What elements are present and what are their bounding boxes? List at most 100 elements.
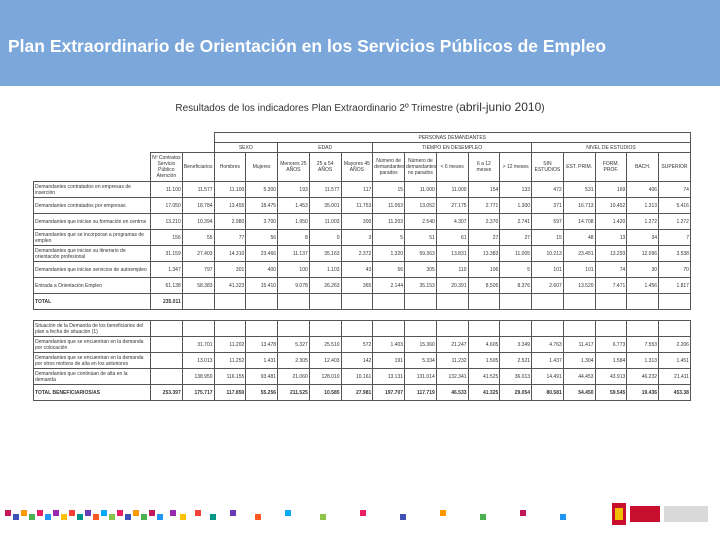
value-cell: 8	[277, 229, 310, 246]
value-cell	[213, 320, 247, 337]
value-cell: 11.252	[213, 352, 247, 369]
value-cell: 93.481	[245, 368, 279, 385]
value-cell: 1.272	[626, 213, 660, 230]
blank-cell	[34, 133, 215, 143]
value-cell	[658, 293, 691, 310]
value-cell: 11.203	[372, 213, 406, 230]
column-header: Beneficiarios	[181, 152, 215, 182]
value-cell	[150, 352, 183, 369]
value-cell: 23.466	[245, 245, 279, 262]
value-cell	[308, 293, 342, 310]
column-header: BACH.	[626, 152, 660, 182]
value-cell: 365	[340, 277, 374, 294]
value-cell: 1.584	[594, 352, 628, 369]
value-cell: 3.349	[499, 336, 533, 353]
header-row: Nº Contratos Servicio Público Atención Be…	[34, 152, 691, 182]
value-cell: 2.206	[658, 336, 691, 353]
value-cell: 56	[372, 261, 406, 278]
value-cell: 117.850	[213, 384, 247, 401]
value-cell: 2.370	[467, 213, 501, 230]
value-cell	[181, 293, 215, 310]
value-cell: 133	[499, 181, 533, 198]
value-cell: 2.305	[277, 352, 310, 369]
value-cell	[150, 336, 183, 353]
data-row: Demandantes que se incorporan a programa…	[33, 229, 691, 246]
value-cell	[404, 293, 437, 310]
group-name: TIEMPO EN DESEMPLEO	[372, 142, 533, 153]
value-cell: 19.436	[626, 384, 660, 401]
value-cell: 21.411	[658, 368, 691, 385]
value-cell: 131.014	[404, 368, 437, 385]
value-cell: 13.210	[150, 213, 183, 230]
value-cell: 138.950	[181, 368, 215, 385]
value-cell: 13.455	[213, 197, 247, 214]
value-cell: 31.159	[150, 245, 183, 262]
value-cell	[245, 293, 279, 310]
value-cell: 2.540	[404, 213, 437, 230]
value-cell: 30	[626, 261, 660, 278]
row-label: Entrada a Orientación Empleo	[33, 277, 151, 294]
value-cell: 1.437	[531, 352, 564, 369]
value-cell: 21.060	[277, 368, 310, 385]
value-cell	[499, 293, 533, 310]
column-header: Hombres	[213, 152, 247, 182]
column-header: Nº Contratos Servicio Público Atención	[150, 152, 183, 182]
column-header: EST. PRIM.	[562, 152, 596, 182]
value-cell: 12.403	[308, 352, 342, 369]
row-label: Demandantes que se encuentran en la dema…	[33, 336, 151, 353]
value-cell	[340, 293, 374, 310]
row-label: Demandantes contratados en empresas de i…	[33, 181, 151, 198]
value-cell: 1.304	[562, 352, 596, 369]
value-cell: 1.451	[658, 352, 691, 369]
value-cell: 15.360	[404, 336, 437, 353]
value-cell: 6.773	[594, 336, 628, 353]
row-label: Situación de la Demanda de los beneficia…	[33, 320, 151, 337]
value-cell: 74	[594, 261, 628, 278]
value-cell: 253.397	[150, 384, 183, 401]
value-cell	[531, 320, 564, 337]
value-cell	[340, 320, 374, 337]
value-cell: 2.521	[499, 352, 533, 369]
value-cell: 27	[499, 229, 533, 246]
row-label: Demandantes que inician su itinerario de…	[33, 245, 151, 262]
value-cell: 27	[467, 229, 501, 246]
value-cell: 8.505	[467, 277, 501, 294]
data-row: Demandantes que se encuentran en la dema…	[33, 336, 691, 353]
value-cell	[372, 320, 406, 337]
value-cell: 77	[213, 229, 247, 246]
column-header: FORM. PROF.	[594, 152, 628, 182]
value-cell: 197.707	[372, 384, 406, 401]
subtitle: Resultados de los indicadores Plan Extra…	[0, 100, 720, 114]
data-row: TOTAL BENEFICIARIOS/AS 253.397 175.717 117.…	[33, 384, 691, 401]
value-cell: 1.347	[150, 261, 183, 278]
value-cell: 54.450	[562, 384, 596, 401]
value-cell: 5.334	[404, 352, 437, 369]
value-cell: 5	[372, 229, 406, 246]
data-row: Demandantes que inician su itinerario de…	[33, 245, 691, 262]
value-cell: 61.138	[150, 277, 183, 294]
value-cell: 23.451	[562, 245, 596, 262]
value-cell: 11.577	[308, 181, 342, 198]
value-cell: 11.000	[435, 181, 469, 198]
value-cell: 27.981	[340, 384, 374, 401]
subtitle-period: abril-junio 2010	[459, 100, 542, 114]
value-cell: 5.416	[658, 197, 691, 214]
value-cell	[467, 293, 501, 310]
value-cell	[467, 320, 501, 337]
value-cell: 36.013	[499, 368, 533, 385]
subtitle-text: Resultados de los indicadores Plan Extra…	[175, 103, 460, 114]
value-cell: 35.163	[308, 245, 342, 262]
value-cell: 14.310	[213, 245, 247, 262]
value-cell: 58.383	[181, 277, 215, 294]
value-cell	[658, 320, 691, 337]
row-label: TOTAL BENEFICIARIOS/AS	[33, 384, 151, 401]
value-cell: 154	[467, 181, 501, 198]
government-logo	[612, 503, 708, 525]
value-cell: 1.320	[372, 245, 406, 262]
value-cell: 11.100	[213, 181, 247, 198]
value-cell	[562, 320, 596, 337]
value-cell: 11.137	[277, 245, 310, 262]
value-cell: 1.456	[626, 277, 660, 294]
value-cell: 13.478	[245, 336, 279, 353]
value-cell: 13.383	[467, 245, 501, 262]
